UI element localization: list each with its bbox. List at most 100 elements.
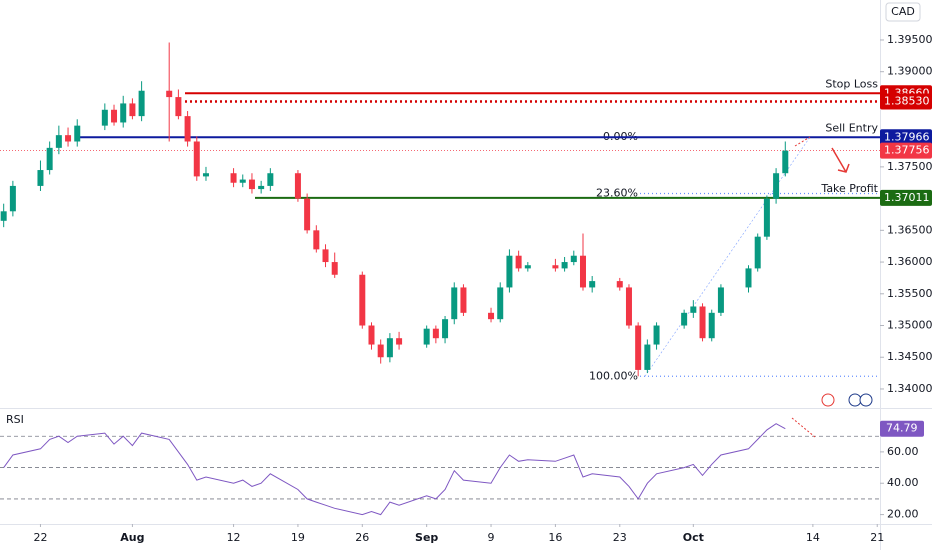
candle-body — [644, 344, 651, 370]
candle-body — [129, 103, 136, 117]
x-tick-label: 19 — [291, 531, 305, 544]
x-tick-label: 14 — [806, 531, 820, 544]
rsi-value: 74.79 — [886, 422, 918, 435]
candle-body — [175, 97, 182, 117]
flag-icon — [821, 393, 835, 407]
candle-body — [267, 173, 274, 186]
candle-body — [258, 185, 265, 190]
candle-body — [101, 109, 108, 126]
y-tick-label: 1.36500 — [887, 223, 932, 236]
y-tick-label: 1.36000 — [887, 255, 932, 268]
candle-body — [313, 230, 320, 250]
x-tick-label: 9 — [488, 531, 495, 544]
x-tick-label: Aug — [120, 531, 144, 544]
candle-body — [193, 141, 200, 177]
fib-label: 23.60% — [596, 187, 638, 200]
candle-body — [699, 306, 706, 339]
rsi-tick-label: 20.00 — [887, 508, 919, 521]
down-arrow — [831, 147, 850, 173]
y-tick-label: 1.39500 — [887, 33, 932, 46]
rsi-divergence — [791, 417, 816, 438]
fib-trendline — [644, 136, 811, 377]
x-tick-label: 12 — [227, 531, 241, 544]
level-name: Take Profit — [820, 182, 878, 195]
x-tick-label: 26 — [355, 531, 369, 544]
price-divergence — [794, 136, 811, 147]
currency: CAD — [891, 5, 915, 18]
candle-body — [294, 173, 301, 199]
level-box — [880, 129, 932, 146]
x-tick-label: Sep — [415, 531, 438, 544]
candle-body — [579, 255, 586, 288]
candle-body — [488, 312, 495, 320]
candle-body — [166, 90, 173, 98]
candle-body — [65, 135, 72, 142]
candle-body — [763, 198, 770, 237]
rsi-value-box — [880, 420, 924, 437]
candle-body — [239, 179, 246, 183]
candle-body — [506, 255, 513, 288]
candle-body — [773, 173, 780, 199]
candle-body — [524, 265, 531, 269]
candle-body — [386, 338, 393, 358]
candle-body — [635, 325, 642, 370]
y-tick-label: 1.34500 — [887, 350, 932, 363]
candle-body — [616, 281, 623, 288]
candle-body — [359, 274, 366, 326]
candle-body — [37, 170, 44, 186]
candle-body — [248, 179, 255, 190]
level-name: Stop Loss — [825, 77, 878, 90]
y-tick-label: 1.37500 — [887, 160, 932, 173]
level-name: Sell Entry — [825, 121, 878, 134]
candle-body — [230, 173, 237, 183]
x-tick-label: 23 — [613, 531, 627, 544]
candle-body — [570, 255, 577, 263]
currency-box — [885, 2, 921, 22]
candle-body — [681, 312, 688, 326]
fib-label: 100.00% — [589, 369, 638, 382]
candle-body — [120, 103, 127, 123]
candle-body — [331, 262, 338, 275]
candle-body — [451, 287, 458, 320]
level-value: 1.37011 — [884, 191, 930, 204]
candle-body — [653, 325, 660, 345]
y-tick-label: 1.34000 — [887, 382, 932, 395]
x-tick-label: 22 — [33, 531, 47, 544]
candle-body — [368, 325, 375, 345]
candle-body — [138, 90, 145, 117]
rsi-tick-label: 60.00 — [887, 445, 919, 458]
flag-icon — [848, 393, 862, 407]
y-tick-label: 1.39000 — [887, 65, 932, 78]
candle-body — [377, 344, 384, 358]
candle-body — [423, 328, 430, 345]
candle-body — [74, 125, 81, 142]
candle-body — [754, 236, 761, 269]
level-box — [880, 189, 932, 206]
candle-body — [561, 262, 568, 269]
candle-body — [552, 265, 559, 269]
candle-body — [625, 287, 632, 326]
candle-body — [111, 109, 118, 123]
candle-body — [708, 312, 715, 339]
rsi-title: RSI — [6, 413, 24, 426]
candle-body — [9, 185, 16, 212]
candle-body — [432, 328, 439, 339]
candle-body — [717, 287, 724, 313]
price-value: 1.37756 — [884, 144, 930, 157]
candle-body — [782, 150, 789, 174]
x-tick-label: Oct — [683, 531, 704, 544]
candle-body — [442, 319, 449, 339]
candle-body — [460, 287, 467, 313]
level-value: 1.37966 — [884, 130, 930, 143]
rsi-tick-label: 40.00 — [887, 476, 919, 489]
flag-icon — [859, 393, 873, 407]
y-tick-label: 1.35000 — [887, 319, 932, 332]
candle-body — [184, 116, 191, 142]
x-tick-label: 16 — [548, 531, 562, 544]
y-tick-label: 1.35500 — [887, 287, 932, 300]
level-box — [880, 93, 932, 110]
candle-body — [55, 135, 62, 148]
candle-body — [396, 338, 403, 345]
